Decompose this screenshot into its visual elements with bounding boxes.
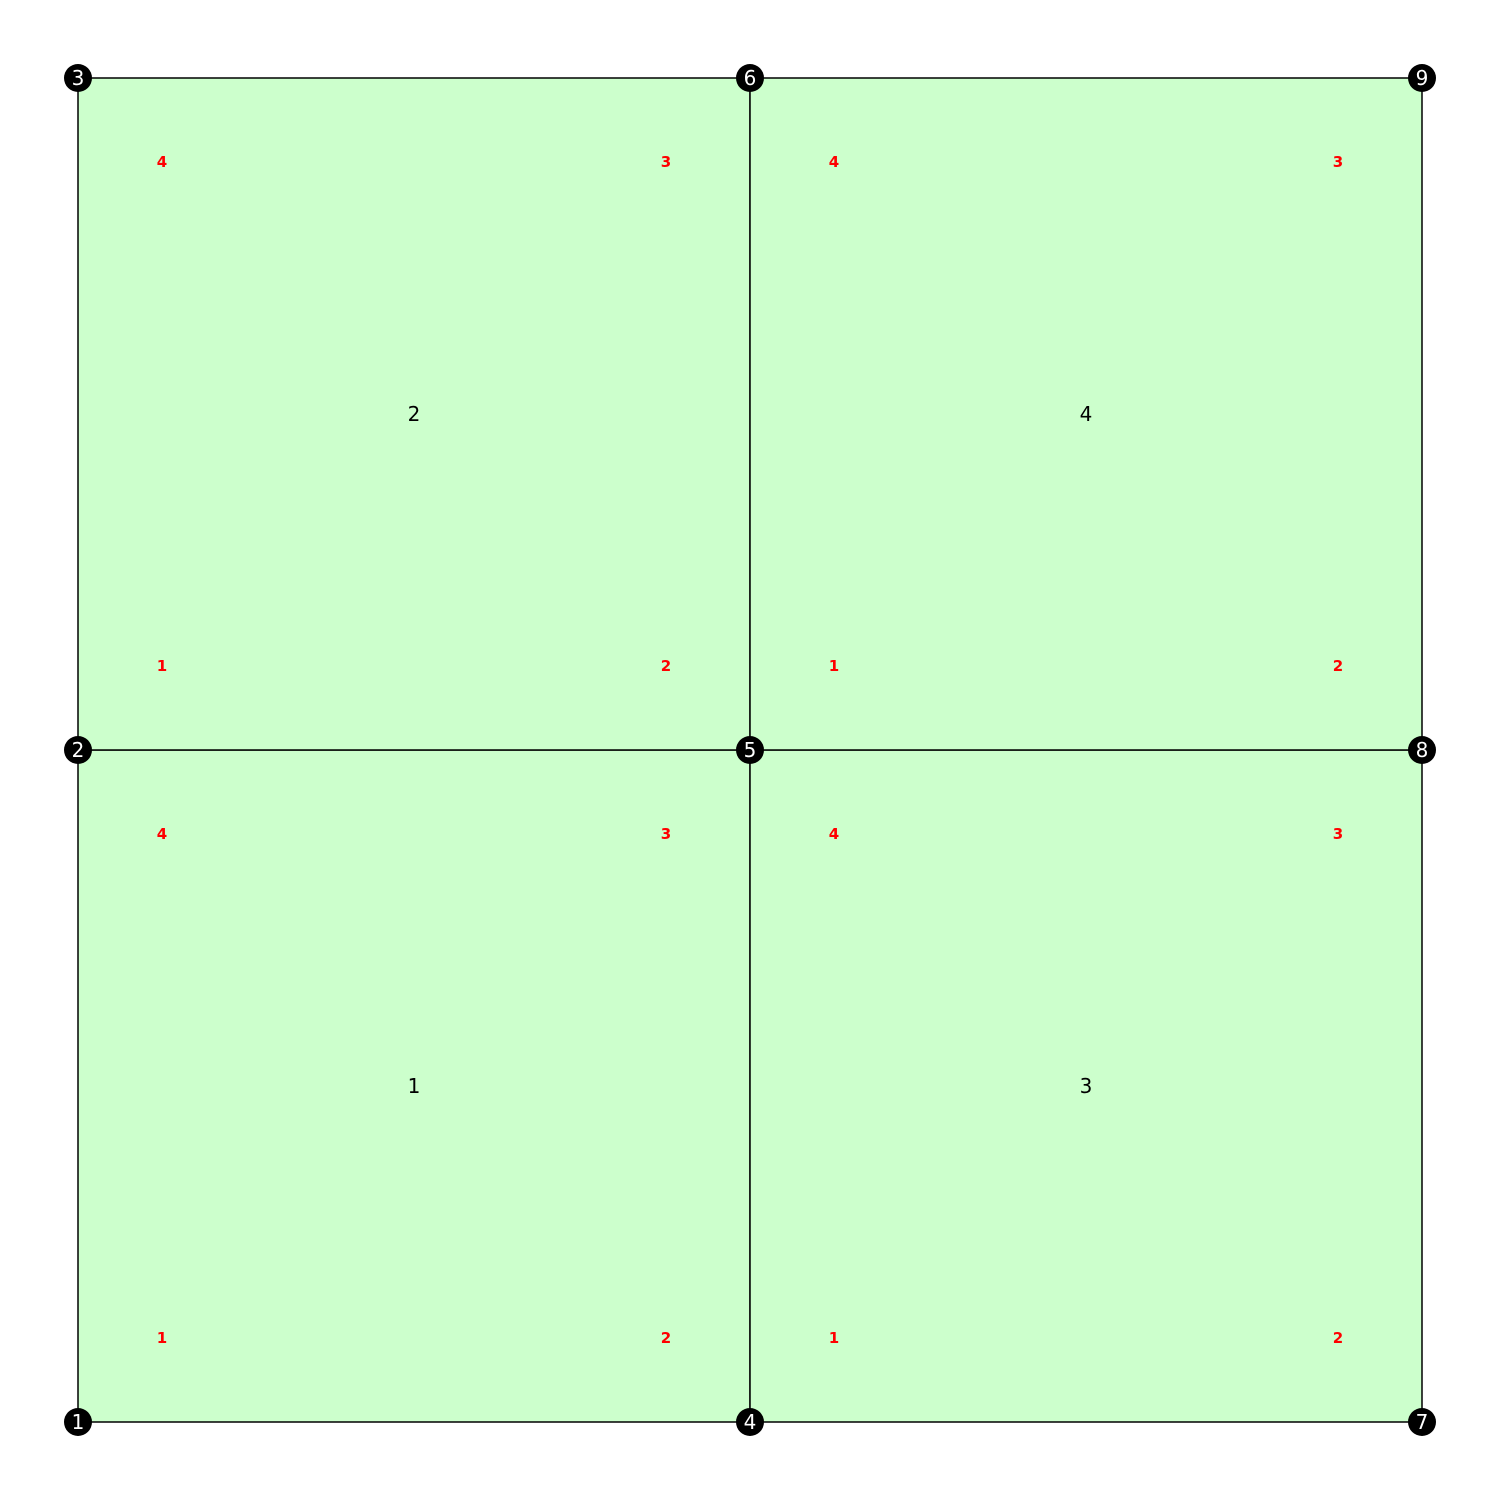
- element-label: 2: [408, 402, 421, 426]
- element-1: 1 1 2 3 4: [77, 749, 751, 1423]
- local-node-label: 2: [1333, 657, 1343, 675]
- local-node-label: 1: [157, 657, 167, 675]
- node-label: 1: [72, 1410, 85, 1434]
- local-node-label: 2: [661, 657, 671, 675]
- node-8: 8: [1408, 736, 1436, 764]
- node-5: 5: [736, 736, 764, 764]
- node-1: 1: [64, 1408, 92, 1436]
- node-marker: [64, 736, 92, 764]
- node-label: 5: [744, 738, 757, 762]
- node-6: 6: [736, 64, 764, 92]
- local-node-label: 1: [157, 1329, 167, 1347]
- node-3: 3: [64, 64, 92, 92]
- node-label: 2: [72, 738, 85, 762]
- element-3: 3 1 2 3 4: [749, 749, 1423, 1423]
- node-label: 7: [1416, 1410, 1429, 1434]
- node-label: 6: [744, 66, 757, 90]
- elements-layer: 1 1 2 3 4 2 1 2 3 4 3 1 2 3 4 4 1 2 3 4: [77, 77, 1423, 1423]
- node-4: 4: [736, 1408, 764, 1436]
- element-2: 2 1 2 3 4: [77, 77, 751, 751]
- node-label: 9: [1416, 66, 1429, 90]
- local-node-label: 2: [661, 1329, 671, 1347]
- local-node-label: 3: [661, 825, 671, 843]
- element-label: 1: [408, 1074, 421, 1098]
- node-9: 9: [1408, 64, 1436, 92]
- local-node-label: 2: [1333, 1329, 1343, 1347]
- node-marker: [736, 1408, 764, 1436]
- local-node-label: 4: [157, 153, 167, 171]
- element-4: 4 1 2 3 4: [749, 77, 1423, 751]
- local-node-label: 3: [661, 153, 671, 171]
- node-marker: [1408, 1408, 1436, 1436]
- node-marker: [736, 64, 764, 92]
- node-marker: [64, 64, 92, 92]
- node-label: 8: [1416, 738, 1429, 762]
- local-node-label: 1: [829, 1329, 839, 1347]
- local-node-label: 4: [157, 825, 167, 843]
- node-marker: [736, 736, 764, 764]
- node-marker: [64, 1408, 92, 1436]
- node-2: 2: [64, 736, 92, 764]
- node-marker: [1408, 64, 1436, 92]
- element-label: 3: [1080, 1074, 1093, 1098]
- node-label: 3: [72, 66, 85, 90]
- nodes-layer: 1 2 3 4 5 6 7 8 9: [64, 64, 1436, 1436]
- local-node-label: 4: [829, 825, 839, 843]
- local-node-label: 3: [1333, 825, 1343, 843]
- local-node-label: 4: [829, 153, 839, 171]
- node-label: 4: [744, 1410, 757, 1434]
- local-node-label: 3: [1333, 153, 1343, 171]
- node-7: 7: [1408, 1408, 1436, 1436]
- node-marker: [1408, 736, 1436, 764]
- element-label: 4: [1080, 402, 1093, 426]
- local-node-label: 1: [829, 657, 839, 675]
